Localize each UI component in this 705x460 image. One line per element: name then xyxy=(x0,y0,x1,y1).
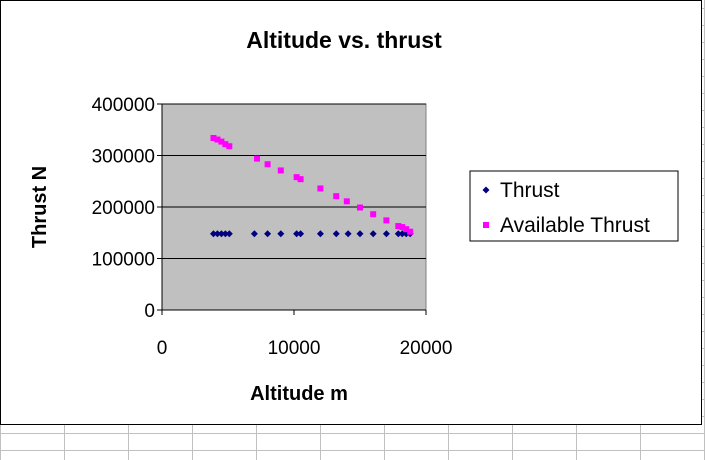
legend-box xyxy=(469,170,679,242)
chart-area[interactable]: Altitude vs. thrust 0 100000 200000 300000 4… xyxy=(0,0,702,425)
y-tick-label: 200000 xyxy=(92,198,155,219)
legend-entry: Thrust xyxy=(500,179,560,202)
available-thrust-point xyxy=(222,141,229,148)
legend[interactable]: Thrust Available Thrust xyxy=(469,170,679,242)
y-axis-title: Thrust N xyxy=(29,166,51,248)
available-thrust-point xyxy=(395,223,402,230)
x-tick-label: 0 xyxy=(157,338,168,359)
legend-marker xyxy=(483,222,489,228)
available-thrust-point xyxy=(297,176,304,183)
available-thrust-point xyxy=(343,198,350,205)
available-thrust-point xyxy=(264,161,271,168)
available-thrust-point xyxy=(383,217,390,224)
gridlines xyxy=(162,103,426,259)
thrust-point xyxy=(344,230,352,238)
thrust-point xyxy=(297,230,305,238)
thrust-point xyxy=(316,230,324,238)
available-thrust-point xyxy=(214,136,221,143)
thrust-point xyxy=(221,230,229,238)
available-thrust-point xyxy=(317,185,324,192)
chart-svg: Altitude vs. thrust 01000002000003000004… xyxy=(29,27,679,405)
available-thrust-point xyxy=(210,134,217,141)
x-tick-label: 20000 xyxy=(400,338,453,359)
axes xyxy=(157,103,427,315)
data-markers xyxy=(209,134,414,238)
available-thrust-point xyxy=(293,174,300,181)
legend-marker xyxy=(482,186,490,194)
thrust-point xyxy=(356,230,364,238)
available-thrust-point xyxy=(407,228,414,235)
thrust-point xyxy=(264,230,272,238)
thrust-point xyxy=(217,230,225,238)
legend-entry: Available Thrust xyxy=(500,214,650,237)
thrust-point xyxy=(369,230,377,238)
thrust-point xyxy=(277,230,285,238)
available-thrust-point xyxy=(357,204,363,211)
thrust-point xyxy=(293,230,301,238)
thrust-point xyxy=(250,230,258,238)
thrust-point xyxy=(213,230,221,238)
chart-title: Altitude vs. thrust xyxy=(246,27,442,53)
y-tick-labels: 0 100000 200000 300000 400000 xyxy=(92,95,155,322)
y-tick-label: 300000 xyxy=(92,147,155,168)
available-thrust-point xyxy=(277,167,284,174)
thrust-point xyxy=(225,230,233,238)
thrust-point xyxy=(332,230,340,238)
thrust-point xyxy=(382,230,390,238)
available-thrust-point xyxy=(333,193,340,200)
available-thrust-point xyxy=(218,138,225,145)
x-tick-label: 10000 xyxy=(268,338,321,359)
x-tick-labels: 0 10000 20000 xyxy=(157,338,453,359)
available-thrust-point xyxy=(254,155,261,162)
y-tick-label: 400000 xyxy=(92,95,155,116)
available-thrust-point xyxy=(226,143,233,150)
thrust-point xyxy=(209,230,217,238)
thrust-point xyxy=(394,230,402,238)
y-tick-label: 100000 xyxy=(92,250,155,271)
available-thrust-point xyxy=(403,226,410,233)
available-thrust-point xyxy=(370,211,377,218)
x-axis-title: Altitude m xyxy=(250,383,348,405)
y-tick-label: 0 xyxy=(144,301,155,322)
available-thrust-point xyxy=(399,224,406,231)
